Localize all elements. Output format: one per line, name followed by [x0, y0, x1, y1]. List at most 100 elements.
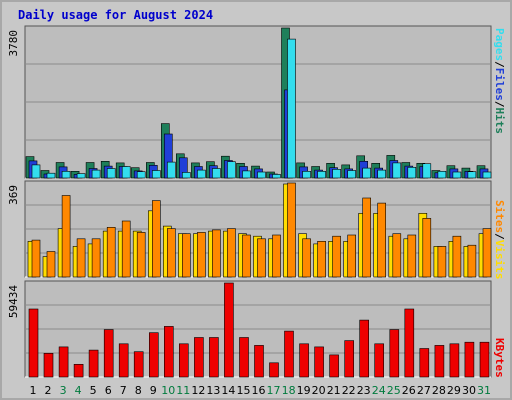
- bar-pages-day-9: [152, 170, 161, 179]
- bar-sites-day-2: [46, 251, 56, 278]
- bar-pages-day-27: [422, 163, 432, 179]
- bar-sites-day-24: [377, 202, 387, 278]
- bar-pages-day-12: [197, 169, 206, 179]
- bar-kbytes-day-7: [118, 343, 129, 378]
- bar-sites-day-20: [317, 241, 326, 278]
- bar-kbytes-day-19: [299, 343, 309, 378]
- bar-sites-day-1: [31, 239, 41, 278]
- x-tick-label-day-18: 18: [282, 384, 296, 397]
- bar-sites-day-4: [76, 238, 86, 278]
- x-tick-label-day-3: 3: [60, 384, 67, 397]
- y-max-label: 59434: [7, 285, 20, 318]
- bar-sites-day-29: [452, 235, 462, 278]
- bar-sites-day-12: [197, 232, 206, 278]
- x-tick-label-day-29: 29: [447, 384, 461, 397]
- x-tick-label-day-1: 1: [30, 384, 37, 397]
- bar-kbytes-day-20: [314, 346, 324, 378]
- x-tick-label-day-31: 31: [477, 384, 491, 397]
- bar-kbytes-day-24: [374, 343, 385, 378]
- bar-sites-day-25: [392, 233, 402, 278]
- legend: Pages/Files/Hits: [493, 28, 506, 134]
- bar-pages-day-24: [377, 169, 387, 179]
- bar-pages-day-4: [76, 173, 86, 179]
- bar-sites-day-18: [287, 182, 296, 278]
- bar-pages-day-29: [452, 171, 462, 179]
- bar-pages-day-22: [347, 170, 357, 179]
- bar-pages-day-28: [437, 171, 447, 179]
- x-tick-label-day-17: 17: [267, 384, 281, 397]
- x-tick-label-day-13: 13: [206, 384, 220, 397]
- x-tick-label-day-20: 20: [312, 384, 326, 397]
- legend-entry-slash: /: [493, 233, 506, 240]
- bar-pages-day-8: [136, 171, 146, 179]
- bar-pages-day-3: [61, 171, 71, 179]
- bar-kbytes-day-11: [179, 343, 189, 378]
- legend: KBytes: [493, 338, 506, 378]
- x-tick-label-day-19: 19: [297, 384, 311, 397]
- bar-pages-day-5: [91, 169, 101, 179]
- bar-sites-day-27: [422, 218, 432, 278]
- bar-kbytes-day-13: [209, 337, 219, 378]
- bar-pages-day-21: [332, 169, 341, 179]
- x-tick-label-day-25: 25: [387, 384, 401, 397]
- bar-pages-day-19: [302, 171, 311, 179]
- legend-entry-hits: Hits: [493, 108, 506, 135]
- bar-pages-day-13: [212, 168, 221, 179]
- bar-pages-day-6: [106, 168, 116, 179]
- x-tick-label-day-23: 23: [357, 384, 371, 397]
- x-tick-label-day-15: 15: [237, 384, 251, 397]
- x-tick-label-day-24: 24: [372, 384, 386, 397]
- bar-pages-day-18: [287, 38, 296, 179]
- bar-sites-day-10: [167, 228, 176, 278]
- bar-pages-day-30: [467, 171, 477, 179]
- x-tick-label-day-7: 7: [120, 384, 127, 397]
- bar-kbytes-day-1: [28, 308, 39, 378]
- bar-pages-day-15: [242, 170, 251, 179]
- bar-sites-day-6: [106, 227, 116, 278]
- bar-kbytes-day-9: [149, 332, 159, 378]
- bar-kbytes-day-3: [58, 346, 69, 378]
- bar-pages-day-20: [317, 171, 326, 179]
- legend: Sites/Visits: [493, 200, 506, 280]
- bar-pages-day-14: [227, 161, 236, 179]
- bar-kbytes-day-17: [269, 362, 279, 378]
- x-tick-label-day-5: 5: [90, 384, 97, 397]
- legend-entry-kbytes: KBytes: [493, 338, 506, 378]
- y-max-label: 3780: [7, 30, 20, 57]
- bar-kbytes-day-25: [389, 329, 400, 378]
- bar-kbytes-day-4: [73, 363, 84, 378]
- bar-pages-day-25: [392, 162, 402, 179]
- bar-sites-day-3: [61, 195, 71, 278]
- x-tick-label-day-26: 26: [402, 384, 416, 397]
- bar-pages-day-17: [272, 174, 281, 179]
- x-tick-label-day-21: 21: [327, 384, 341, 397]
- legend-entry-sites: Sites: [493, 200, 506, 233]
- x-tick-label-day-27: 27: [417, 384, 431, 397]
- x-tick-label-day-30: 30: [462, 384, 476, 397]
- bar-sites-day-14: [227, 228, 236, 278]
- bar-kbytes-day-2: [43, 352, 54, 378]
- bar-sites-day-5: [91, 238, 101, 278]
- bar-kbytes-day-14: [224, 282, 234, 378]
- bar-pages-day-16: [257, 171, 266, 179]
- bar-kbytes-day-10: [164, 326, 174, 378]
- bar-kbytes-day-12: [194, 337, 204, 378]
- bar-kbytes-day-22: [344, 340, 355, 378]
- x-tick-label-day-4: 4: [75, 384, 82, 397]
- bar-pages-day-23: [362, 167, 372, 179]
- bar-sites-day-17: [272, 234, 281, 278]
- bar-pages-day-10: [167, 161, 176, 179]
- bar-kbytes-day-27: [419, 348, 430, 378]
- bar-kbytes-day-23: [359, 319, 370, 378]
- bar-kbytes-day-29: [449, 343, 460, 378]
- x-tick-label-day-6: 6: [105, 384, 112, 397]
- bar-sites-day-30: [467, 244, 477, 278]
- bar-pages-day-11: [182, 172, 191, 179]
- x-tick-label-day-9: 9: [150, 384, 157, 397]
- bar-sites-day-21: [332, 235, 341, 278]
- bar-pages-day-7: [121, 166, 131, 179]
- bar-sites-day-9: [152, 200, 161, 278]
- bar-pages-day-2: [46, 172, 56, 179]
- bar-sites-day-8: [136, 232, 146, 278]
